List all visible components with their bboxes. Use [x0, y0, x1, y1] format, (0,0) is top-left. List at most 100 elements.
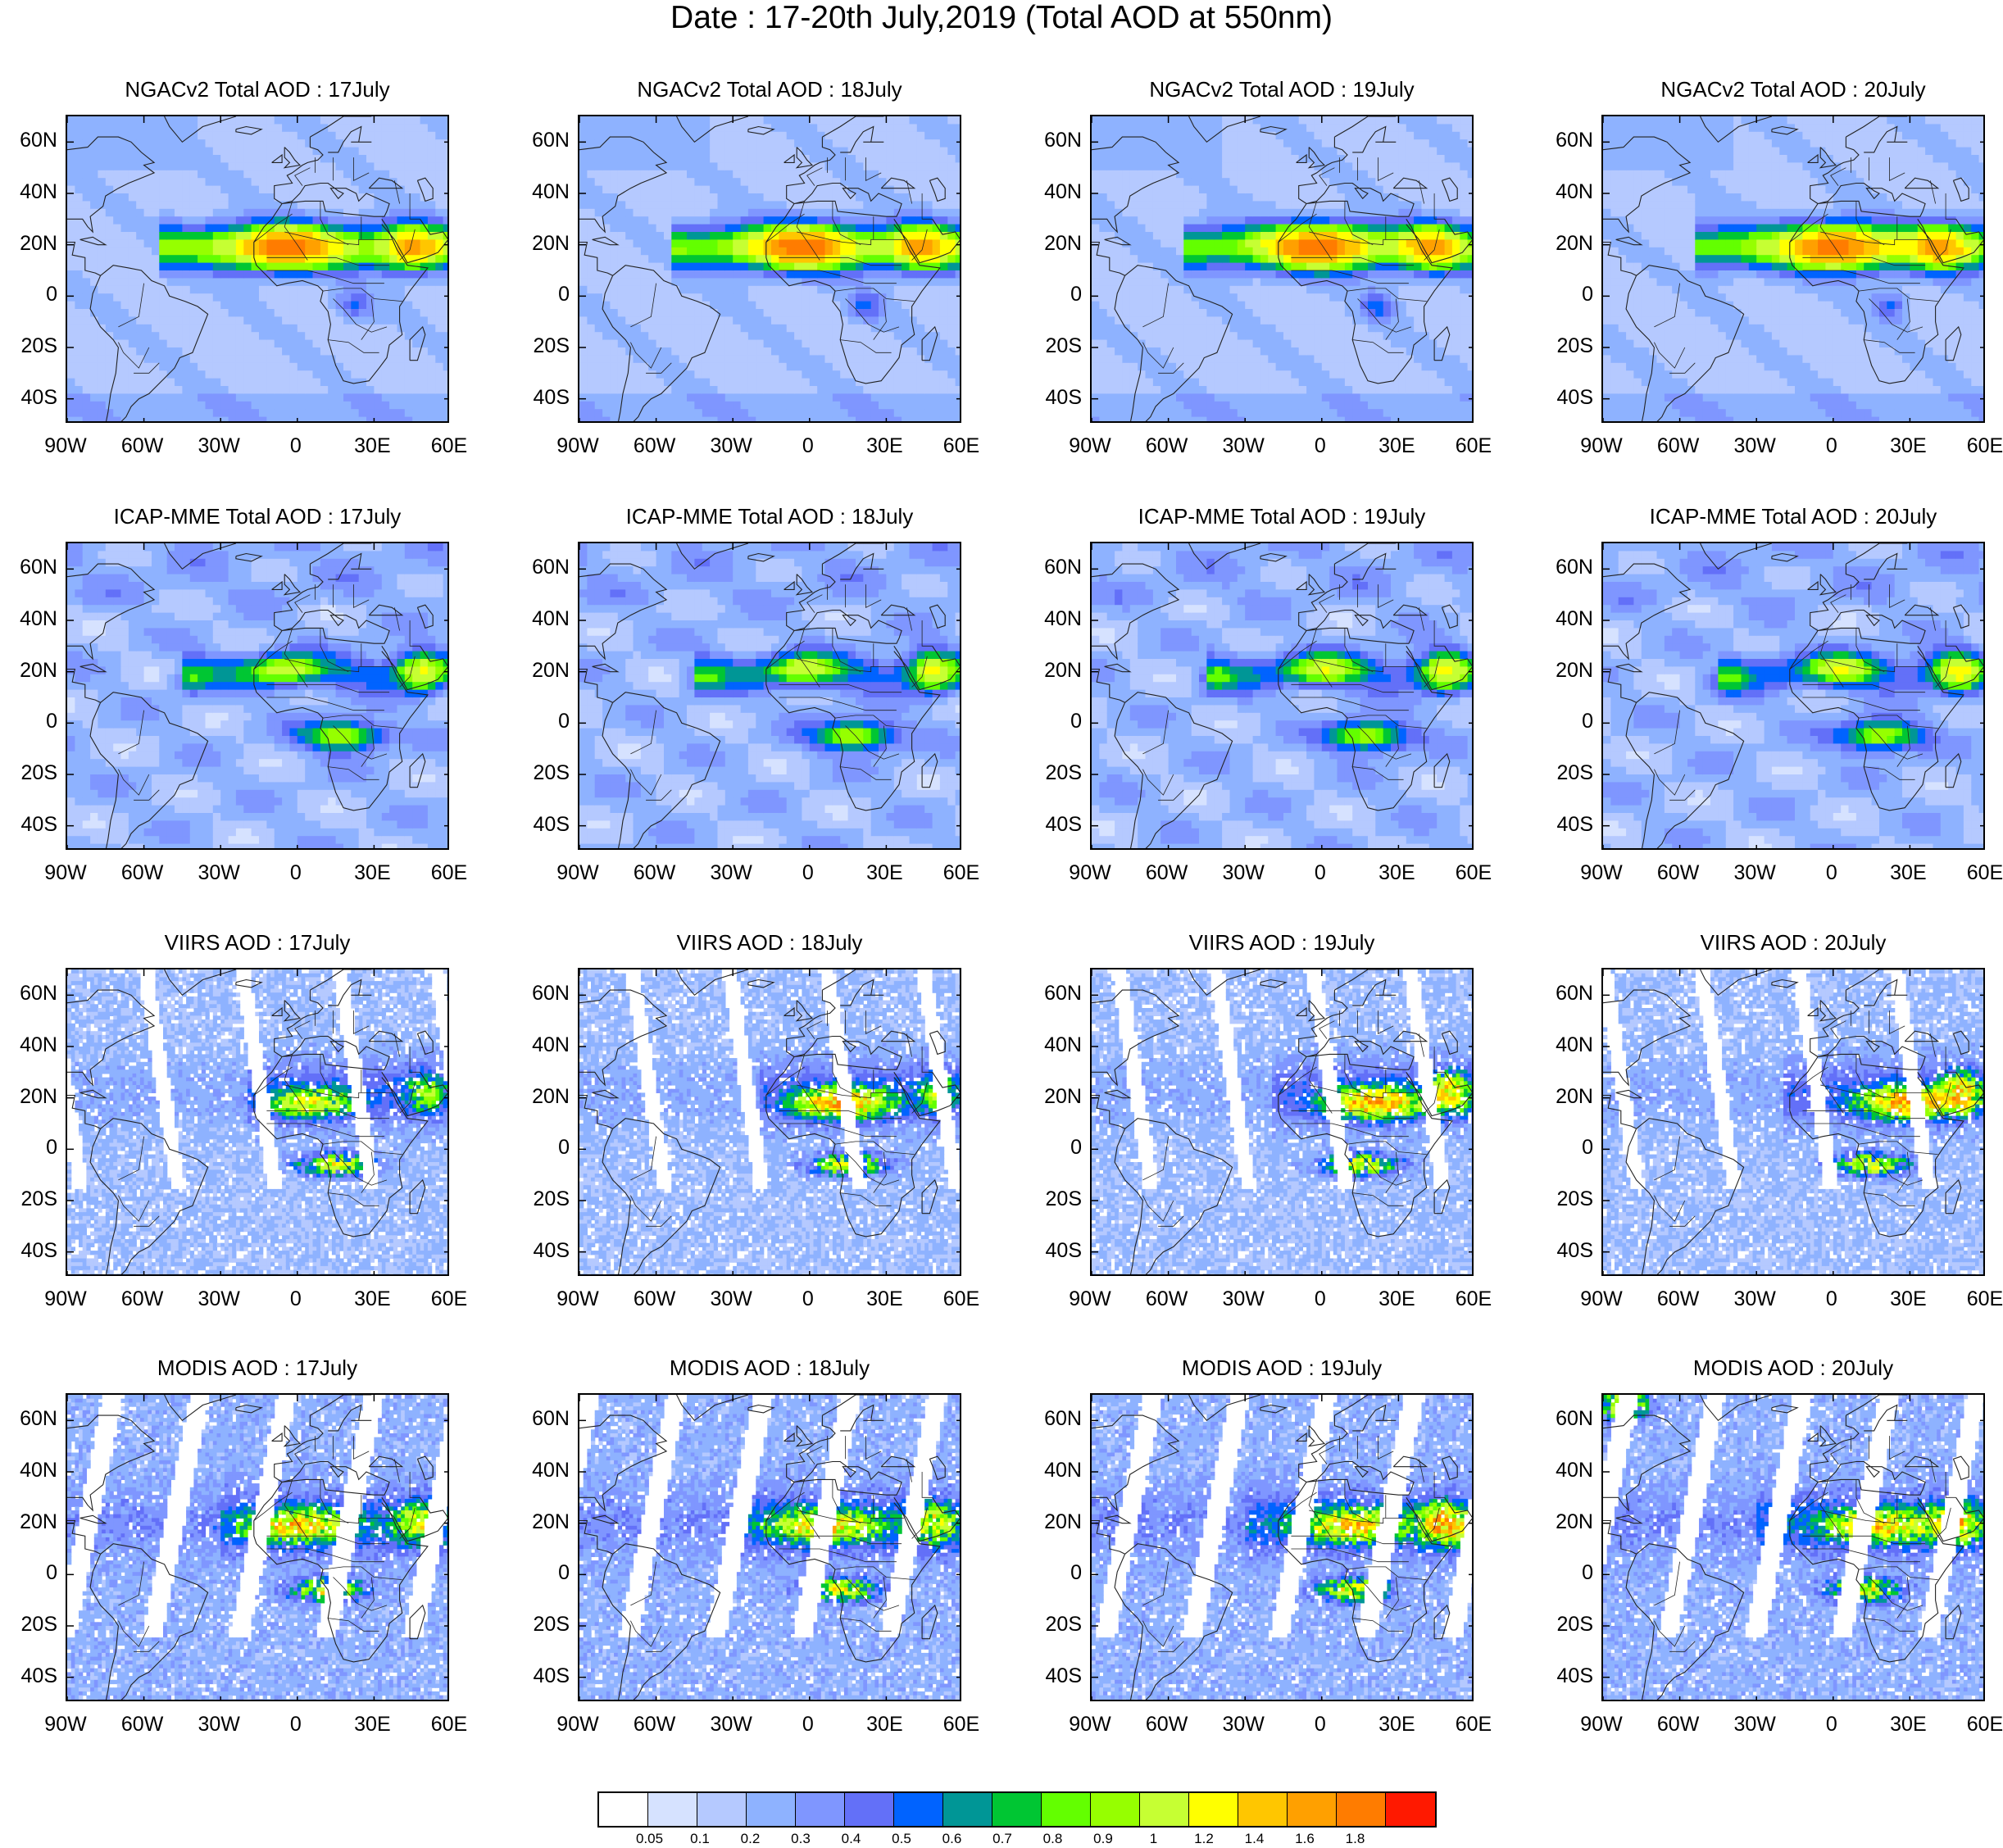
lat-tick-label: 40N — [8, 607, 57, 630]
lat-tick-label: 20S — [1033, 334, 1082, 357]
lon-tick-label: 30W — [1722, 861, 1787, 884]
country-border — [353, 1436, 369, 1459]
lat-tick-label: 40N — [520, 180, 570, 203]
lat-tick-label: 20S — [1544, 334, 1593, 357]
lat-tick-label: 60N — [1033, 556, 1082, 579]
panel-title: MODIS AOD : 17July — [66, 1355, 449, 1380]
lat-tick-label: 20N — [520, 1510, 570, 1533]
lat-tick-label: 0 — [520, 283, 570, 306]
lon-tick-label: 30E — [852, 1287, 917, 1310]
lat-tick-label: 60N — [1544, 129, 1593, 152]
lon-tick-label: 30E — [339, 861, 405, 884]
lat-tick-label: 0 — [1544, 710, 1593, 733]
lon-tick-label: 60E — [929, 1713, 994, 1736]
lat-tick-label: 20N — [1033, 659, 1082, 682]
lat-tick-label: 20S — [8, 334, 57, 357]
aod-field — [1603, 543, 1985, 850]
lat-tick-label: 20N — [520, 232, 570, 255]
lat-tick-label: 40S — [1033, 386, 1082, 409]
lat-tick-label: 20S — [520, 334, 570, 357]
panel-title: VIIRS AOD : 20July — [1601, 930, 1985, 955]
lat-tick-label: 0 — [8, 1136, 57, 1159]
lon-tick-label: 30W — [698, 861, 764, 884]
lat-tick-label: 20S — [8, 1187, 57, 1210]
panel-title: MODIS AOD : 18July — [578, 1355, 961, 1380]
lat-tick-label: 60N — [1544, 556, 1593, 579]
lat-tick-label: 40N — [8, 180, 57, 203]
lat-tick-label: 40N — [8, 1459, 57, 1482]
colorbar-box — [648, 1793, 697, 1826]
map-panel — [1601, 1393, 1985, 1701]
lat-tick-label: 40N — [1033, 1459, 1082, 1482]
lon-tick-label: 90W — [1569, 434, 1634, 457]
lon-tick-label: 90W — [33, 1287, 98, 1310]
panel-title: NGACv2 Total AOD : 17July — [66, 77, 449, 102]
aod-field — [1092, 116, 1474, 423]
colorbar-box — [1140, 1793, 1189, 1826]
lat-tick-label: 60N — [8, 1407, 57, 1430]
lon-tick-label: 90W — [1057, 861, 1123, 884]
lon-tick-label: 90W — [33, 1713, 98, 1736]
lon-tick-label: 60W — [622, 861, 688, 884]
panel-title: NGACv2 Total AOD : 20July — [1601, 77, 1985, 102]
aod-field — [1092, 543, 1474, 850]
lon-tick-label: 60W — [622, 1713, 688, 1736]
panel-title: ICAP-MME Total AOD : 19July — [1090, 504, 1474, 529]
lat-tick-label: 40S — [8, 1664, 57, 1687]
lat-tick-label: 20S — [1544, 1187, 1593, 1210]
lat-tick-label: 40S — [8, 813, 57, 836]
lon-tick-label: 60W — [1646, 1713, 1711, 1736]
lat-tick-label: 20N — [8, 1085, 57, 1108]
colorbar-label: 0.3 — [780, 1831, 821, 1847]
lon-tick-label: 90W — [545, 1287, 611, 1310]
lon-tick-label: 30E — [1364, 1713, 1429, 1736]
lat-tick-label: 40S — [1544, 813, 1593, 836]
lat-tick-label: 60N — [1033, 129, 1082, 152]
lon-tick-label: 30W — [186, 861, 252, 884]
lon-tick-label: 0 — [1288, 1713, 1353, 1736]
lon-tick-label: 30E — [1364, 861, 1429, 884]
colorbar-label: 1 — [1133, 1831, 1174, 1847]
map-panel — [1090, 968, 1474, 1276]
lon-tick-label: 60E — [1441, 1713, 1506, 1736]
colorbar-box — [1042, 1793, 1091, 1826]
lat-tick-label: 60N — [8, 556, 57, 579]
colorbar-box — [1091, 1793, 1140, 1826]
lat-tick-label: 40S — [520, 813, 570, 836]
lon-tick-label: 0 — [775, 434, 841, 457]
lat-tick-label: 0 — [520, 710, 570, 733]
map-panel — [578, 542, 961, 850]
lat-tick-label: 40N — [1033, 180, 1082, 203]
colorbar-box — [697, 1793, 747, 1826]
lon-tick-label: 90W — [1569, 1713, 1634, 1736]
lon-tick-label: 30W — [698, 1287, 764, 1310]
lat-tick-label: 60N — [1544, 1407, 1593, 1430]
lon-tick-label: 30E — [852, 434, 917, 457]
map-panel — [1601, 115, 1985, 423]
aod-field — [67, 543, 449, 850]
aod-field — [1603, 116, 1985, 423]
lon-tick-label: 60W — [1646, 1287, 1711, 1310]
lat-tick-label: 0 — [520, 1136, 570, 1159]
colorbar-label: 1.6 — [1284, 1831, 1325, 1847]
lon-tick-label: 60E — [1441, 1287, 1506, 1310]
panel-title: MODIS AOD : 19July — [1090, 1355, 1474, 1380]
lat-tick-label: 0 — [1544, 1561, 1593, 1584]
aod-field — [67, 116, 449, 423]
map-panel — [578, 968, 961, 1276]
lat-tick-label: 60N — [520, 1407, 570, 1430]
map-panel — [578, 115, 961, 423]
lon-tick-label: 60E — [1952, 1713, 2003, 1736]
lon-tick-label: 0 — [263, 1287, 329, 1310]
colorbar-box — [845, 1793, 894, 1826]
coastline — [1309, 1426, 1324, 1446]
lat-tick-label: 20S — [1544, 761, 1593, 784]
map-panel — [1090, 115, 1474, 423]
lat-tick-label: 20N — [520, 1085, 570, 1108]
lon-tick-label: 30E — [1875, 1287, 1941, 1310]
lon-tick-label: 0 — [1799, 1287, 1864, 1310]
colorbar-box — [894, 1793, 943, 1826]
lon-tick-label: 0 — [1799, 861, 1864, 884]
lat-tick-label: 40N — [520, 1033, 570, 1056]
lat-tick-label: 40S — [1544, 1664, 1593, 1687]
